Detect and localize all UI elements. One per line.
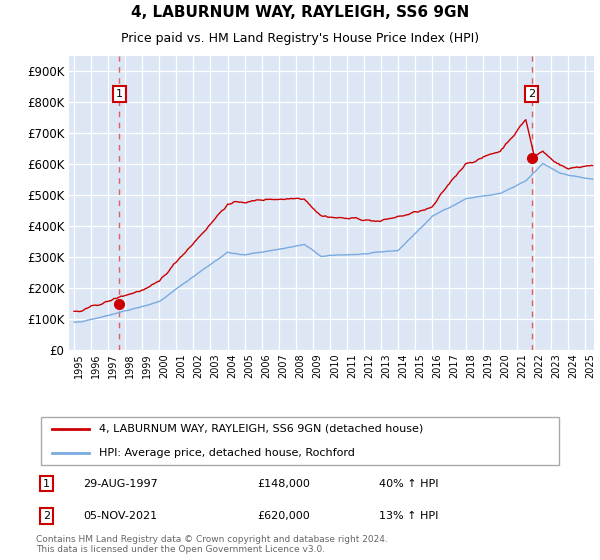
Text: 2022: 2022 bbox=[535, 353, 544, 378]
Text: 2025: 2025 bbox=[586, 353, 595, 378]
Text: 1998: 1998 bbox=[125, 353, 135, 377]
Text: 2004: 2004 bbox=[227, 353, 238, 378]
Text: £148,000: £148,000 bbox=[258, 479, 311, 489]
Text: 2007: 2007 bbox=[278, 353, 289, 378]
Text: 2001: 2001 bbox=[176, 353, 187, 378]
Text: 2005: 2005 bbox=[245, 353, 254, 378]
Text: HPI: Average price, detached house, Rochford: HPI: Average price, detached house, Roch… bbox=[100, 448, 355, 458]
Text: 4, LABURNUM WAY, RAYLEIGH, SS6 9GN: 4, LABURNUM WAY, RAYLEIGH, SS6 9GN bbox=[131, 4, 469, 20]
Text: 2024: 2024 bbox=[568, 353, 578, 378]
Text: 2000: 2000 bbox=[160, 353, 169, 378]
Text: 2021: 2021 bbox=[517, 353, 527, 378]
Text: £620,000: £620,000 bbox=[258, 511, 311, 521]
Text: 2017: 2017 bbox=[449, 353, 459, 378]
Text: 1996: 1996 bbox=[91, 353, 101, 377]
Text: 2016: 2016 bbox=[432, 353, 442, 378]
Text: 05-NOV-2021: 05-NOV-2021 bbox=[83, 511, 158, 521]
Text: 2008: 2008 bbox=[296, 353, 306, 378]
Text: 40% ↑ HPI: 40% ↑ HPI bbox=[379, 479, 439, 489]
Text: 2014: 2014 bbox=[398, 353, 408, 378]
Text: 13% ↑ HPI: 13% ↑ HPI bbox=[379, 511, 439, 521]
Text: 2009: 2009 bbox=[313, 353, 323, 378]
Text: 2018: 2018 bbox=[466, 353, 476, 378]
Text: 1: 1 bbox=[43, 479, 50, 489]
Text: 4, LABURNUM WAY, RAYLEIGH, SS6 9GN (detached house): 4, LABURNUM WAY, RAYLEIGH, SS6 9GN (deta… bbox=[100, 424, 424, 434]
Text: 2015: 2015 bbox=[415, 353, 425, 378]
Text: 1997: 1997 bbox=[108, 353, 118, 378]
Text: 1999: 1999 bbox=[142, 353, 152, 377]
Text: 2013: 2013 bbox=[381, 353, 391, 378]
Text: 2: 2 bbox=[43, 511, 50, 521]
Text: Price paid vs. HM Land Registry's House Price Index (HPI): Price paid vs. HM Land Registry's House … bbox=[121, 32, 479, 45]
Text: 2020: 2020 bbox=[500, 353, 510, 378]
Text: 1995: 1995 bbox=[74, 353, 84, 378]
Text: 2002: 2002 bbox=[193, 353, 203, 378]
Text: 2010: 2010 bbox=[330, 353, 340, 378]
Text: 1: 1 bbox=[116, 89, 123, 99]
Text: Contains HM Land Registry data © Crown copyright and database right 2024.
This d: Contains HM Land Registry data © Crown c… bbox=[36, 535, 388, 554]
Text: 2023: 2023 bbox=[551, 353, 562, 378]
Text: 2006: 2006 bbox=[262, 353, 272, 378]
Text: 2003: 2003 bbox=[211, 353, 220, 378]
Text: 2: 2 bbox=[528, 89, 535, 99]
Text: 2012: 2012 bbox=[364, 353, 374, 378]
FancyBboxPatch shape bbox=[41, 417, 559, 465]
Text: 2019: 2019 bbox=[483, 353, 493, 378]
Text: 2011: 2011 bbox=[347, 353, 357, 378]
Text: 29-AUG-1997: 29-AUG-1997 bbox=[83, 479, 158, 489]
